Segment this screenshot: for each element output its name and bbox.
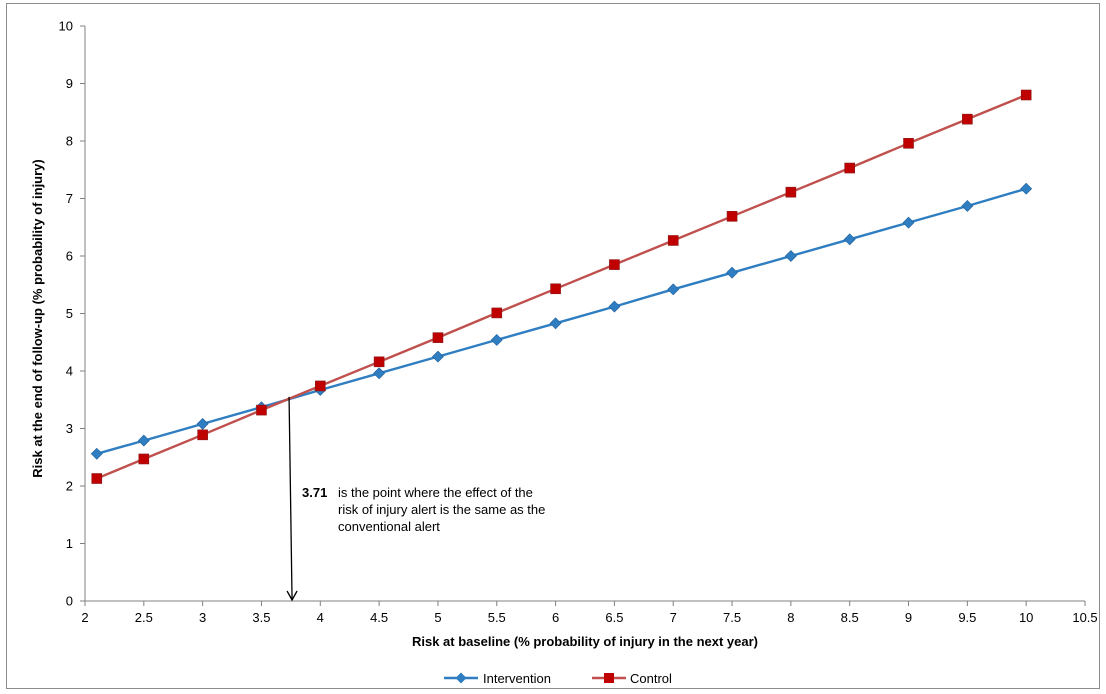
data-point-control [785, 186, 797, 198]
y-tick-label: 6 [66, 249, 73, 264]
annotation-value: 3.71 [302, 485, 327, 500]
y-tick-label: 2 [66, 479, 73, 494]
data-point-intervention [902, 216, 915, 229]
data-point-intervention [137, 434, 150, 447]
y-tick-label: 3 [66, 421, 73, 436]
legend-marker-control [604, 673, 614, 683]
data-point-intervention [843, 233, 856, 246]
annotation-line-3: conventional alert [338, 519, 440, 534]
axes [84, 26, 1085, 602]
series-control [91, 89, 1032, 484]
x-tick-label: 5.5 [488, 610, 506, 625]
data-point-control [903, 138, 914, 149]
x-tick-label: 9.5 [958, 610, 976, 625]
x-tick-label: 7.5 [723, 610, 741, 625]
data-point-intervention [608, 300, 621, 313]
x-tick-label: 9 [905, 610, 912, 625]
legend: Intervention Control [444, 671, 672, 686]
data-point-control [609, 259, 620, 270]
legend-label-control: Control [630, 671, 672, 686]
x-tick-label: 6 [552, 610, 559, 625]
data-point-intervention [784, 250, 797, 262]
data-point-intervention [1020, 182, 1033, 195]
data-point-control [197, 429, 208, 441]
x-tick-label: 4.5 [370, 610, 388, 625]
x-tick-label: 8.5 [841, 610, 859, 625]
y-tick-label: 1 [66, 536, 73, 551]
y-tick-label: 8 [66, 134, 73, 149]
chart-frame [6, 3, 1100, 689]
annotation-line-1: is the point where the effect of the [338, 485, 533, 500]
y-tick-label: 4 [66, 364, 73, 379]
data-point-control [550, 283, 561, 295]
data-point-control [91, 473, 103, 484]
x-tick-label: 2 [81, 610, 88, 625]
y-tick-label: 7 [66, 191, 73, 206]
y-tick-label: 10 [59, 19, 73, 34]
data-point-control [491, 307, 503, 319]
data-point-control [667, 235, 679, 246]
data-point-control [256, 404, 267, 416]
series-line-control [96, 93, 1027, 480]
y-axis-title: Risk at the end of follow-up (% probabil… [30, 159, 45, 478]
data-point-control [844, 162, 856, 174]
data-point-intervention [961, 200, 974, 212]
data-point-intervention [667, 283, 680, 296]
y-ticks: 0 1 2 3 4 5 6 7 8 9 10 [59, 19, 85, 609]
x-tick-label: 7 [670, 610, 677, 625]
data-point-intervention [432, 350, 444, 363]
annotation-line-2: risk of injury alert is the same as the [338, 502, 545, 517]
data-point-control [962, 113, 973, 125]
x-tick-label: 3 [199, 610, 206, 625]
data-point-intervention [196, 417, 209, 430]
x-tick-label: 5 [434, 610, 441, 625]
y-tick-label: 5 [66, 306, 73, 321]
x-tick-label: 2.5 [135, 610, 153, 625]
data-point-intervention [726, 266, 738, 279]
series-line-intervention [96, 187, 1027, 455]
data-point-control [432, 332, 444, 343]
data-point-control [314, 380, 326, 392]
x-tick-label: 10.5 [1072, 610, 1097, 625]
y-tick-label: 0 [66, 594, 73, 609]
x-tick-label: 3.5 [252, 610, 270, 625]
x-axis-title: Risk at baseline (% probability of injur… [412, 634, 758, 649]
series-intervention [90, 182, 1033, 460]
data-point-intervention [373, 367, 386, 380]
data-point-control [1020, 89, 1032, 101]
data-point-intervention [90, 447, 103, 460]
x-tick-label: 4 [317, 610, 324, 625]
legend-marker-intervention [455, 672, 467, 684]
data-point-control [726, 211, 738, 222]
series-layer [90, 89, 1033, 484]
x-tick-label: 8 [787, 610, 794, 625]
data-point-intervention [549, 317, 562, 330]
annotation: 3.71 is the point where the effect of th… [286, 396, 545, 602]
x-tick-label: 6.5 [605, 610, 623, 625]
x-tick-label: 10 [1019, 610, 1033, 625]
data-point-control [373, 356, 385, 368]
legend-label-intervention: Intervention [483, 671, 551, 686]
annotation-arrow-line [288, 396, 293, 601]
data-point-control [138, 453, 150, 465]
y-tick-label: 9 [66, 76, 73, 91]
x-ticks: 2 2.5 3 3.5 4 4.5 5 5.5 6 6.5 7 7.5 8 8.5 9 9.5 10 10.5 [81, 601, 1098, 625]
annotation-arrowhead [286, 590, 298, 602]
data-point-intervention [490, 334, 503, 346]
